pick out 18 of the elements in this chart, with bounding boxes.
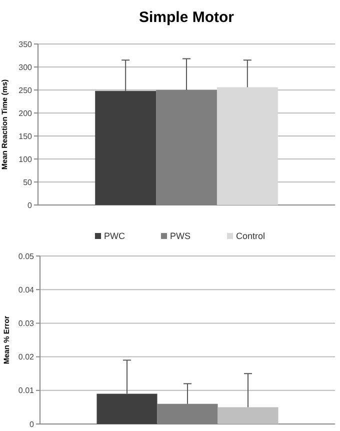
y-tick-label: 50: [23, 178, 33, 187]
y-tick-label: 0.01: [18, 386, 35, 396]
legend-label: Control: [236, 231, 266, 241]
y-tick-label: 100: [18, 154, 33, 164]
y-tick-label: 0: [28, 200, 33, 210]
legend-label: PWS: [170, 231, 191, 241]
y-tick-label: 350: [18, 40, 33, 49]
y-tick-label: 300: [18, 62, 33, 72]
y-tick-label: 0.05: [18, 252, 35, 261]
y-tick-label: 250: [18, 86, 33, 95]
y-tick-label: 200: [18, 108, 33, 118]
y-tick-label: 150: [18, 132, 33, 141]
y-tick-label: 0: [30, 420, 35, 429]
y-tick-label: 0.03: [18, 319, 35, 328]
y-tick-label: 0.02: [18, 352, 35, 362]
legend-label: PWC: [104, 231, 126, 241]
chart-title: Simple Motor: [138, 9, 234, 26]
y-tick-label: 0.04: [18, 285, 35, 294]
